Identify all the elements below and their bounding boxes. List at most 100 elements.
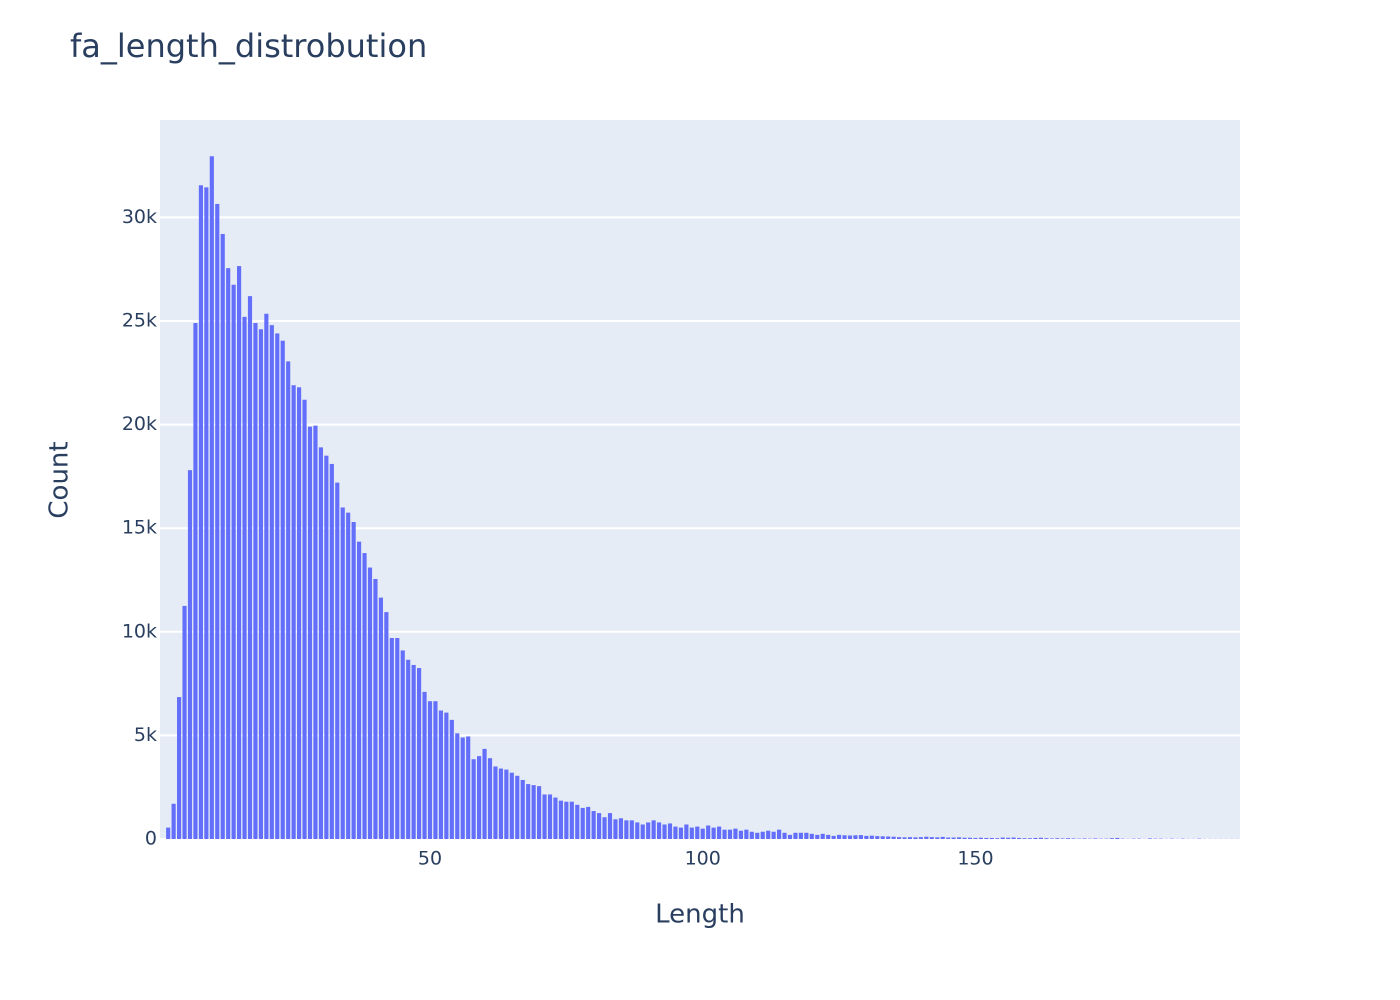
- bar: [924, 836, 929, 839]
- bar: [177, 697, 182, 839]
- bar: [373, 578, 378, 839]
- bar: [182, 605, 187, 839]
- bar: [264, 313, 269, 839]
- bar: [515, 775, 520, 839]
- bar: [640, 824, 645, 839]
- bar: [209, 156, 214, 839]
- bar: [504, 769, 509, 839]
- bar: [886, 836, 891, 839]
- bar: [460, 737, 465, 839]
- bar: [1109, 838, 1114, 839]
- y-tick-label: 5k: [134, 724, 157, 746]
- bar: [586, 806, 591, 839]
- x-tick-label: 50: [418, 848, 442, 870]
- bar: [395, 638, 400, 839]
- bar: [1066, 838, 1071, 839]
- bar: [602, 817, 607, 839]
- bar: [946, 837, 951, 839]
- x-tick-label: 100: [685, 848, 721, 870]
- bar: [291, 385, 296, 839]
- bar: [280, 340, 285, 839]
- bar: [193, 323, 198, 839]
- bar: [237, 266, 242, 840]
- bar: [678, 827, 683, 839]
- bar: [749, 831, 754, 839]
- bar: [727, 829, 733, 839]
- bar: [766, 830, 771, 839]
- bar: [487, 758, 493, 839]
- bar: [635, 822, 640, 839]
- x-axis-label: Length: [655, 900, 745, 930]
- bar: [957, 837, 962, 839]
- bar: [989, 837, 994, 839]
- bar: [1044, 838, 1049, 839]
- bar: [695, 826, 700, 839]
- bar: [329, 463, 334, 839]
- bar: [411, 664, 416, 839]
- bar: [837, 834, 842, 839]
- bar: [978, 837, 983, 839]
- bar: [733, 828, 738, 839]
- bar: [820, 833, 825, 839]
- bar: [831, 835, 836, 839]
- bar: [722, 829, 727, 839]
- bar: [269, 325, 274, 839]
- bar: [1082, 838, 1087, 839]
- bar: [646, 822, 651, 839]
- bar: [226, 268, 231, 839]
- bar: [1049, 838, 1054, 839]
- bar: [815, 834, 820, 839]
- y-tick-label: 20k: [122, 413, 157, 435]
- bar: [367, 567, 373, 839]
- bar: [171, 803, 176, 839]
- bar: [591, 811, 596, 839]
- bar: [471, 759, 476, 839]
- bar: [897, 837, 902, 839]
- bar: [864, 835, 869, 839]
- bar: [466, 736, 471, 839]
- bar: [667, 823, 673, 839]
- y-tick-label: 30k: [122, 206, 157, 228]
- bar: [853, 835, 858, 839]
- bar: [771, 831, 776, 839]
- bar: [607, 813, 613, 839]
- bar: [247, 296, 253, 840]
- bar: [809, 833, 814, 839]
- bar: [313, 425, 318, 839]
- bar: [618, 818, 623, 839]
- bar: [340, 507, 345, 839]
- bar: [738, 830, 743, 839]
- bar: [438, 710, 443, 839]
- bar: [684, 824, 689, 839]
- bar: [242, 316, 247, 840]
- bar: [258, 329, 263, 839]
- bar: [711, 827, 716, 839]
- x-tick-label: 150: [957, 848, 993, 870]
- bar: [427, 701, 433, 839]
- bar: [793, 832, 798, 839]
- bar: [717, 826, 722, 839]
- bar: [782, 832, 787, 839]
- bar: [1017, 837, 1022, 839]
- y-tick-label: 0: [145, 828, 157, 850]
- bar: [509, 772, 514, 839]
- bar: [187, 470, 193, 839]
- bar: [553, 797, 558, 839]
- bar: [215, 203, 220, 840]
- bar: [951, 837, 956, 839]
- bar: [1071, 838, 1076, 839]
- bar: [1006, 837, 1011, 839]
- bar: [166, 827, 171, 839]
- bar: [755, 832, 760, 839]
- bar: [1060, 838, 1065, 839]
- bar: [526, 784, 531, 839]
- y-tick-label: 10k: [122, 620, 157, 642]
- bar: [918, 837, 923, 839]
- bar: [760, 831, 765, 839]
- bar: [455, 733, 460, 839]
- bar: [302, 399, 307, 839]
- bar: [798, 832, 803, 839]
- bar: [275, 333, 280, 839]
- bar: [804, 832, 809, 839]
- bar: [575, 804, 580, 839]
